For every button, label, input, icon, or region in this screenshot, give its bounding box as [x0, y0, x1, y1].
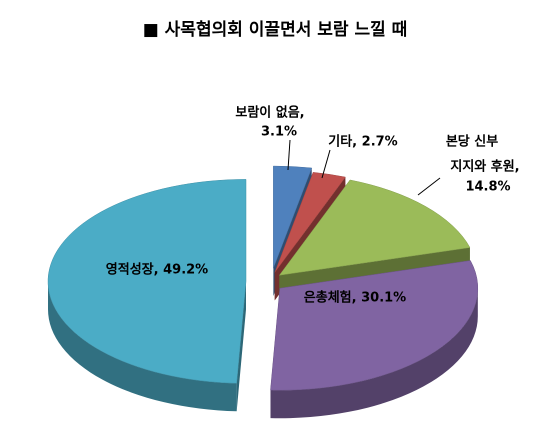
leader-line — [417, 177, 441, 196]
slice — [47, 179, 247, 384]
slice — [274, 172, 346, 273]
chart-title: ■ 사목협의회 이끌면서 보람 느낄 때 — [143, 19, 408, 40]
data-label: 14.8% — [465, 180, 510, 195]
data-label: 본당 신부 — [446, 134, 498, 150]
leader-line — [321, 149, 331, 179]
slice — [278, 179, 471, 276]
data-label: 기타, 2.7% — [328, 134, 397, 150]
slice — [270, 260, 479, 391]
data-label: 영적성장, 49.2% — [106, 262, 208, 278]
data-label: 은총체험, 30.1% — [304, 290, 406, 306]
leader-line — [287, 139, 291, 171]
slice-side — [236, 281, 247, 412]
slice-wall — [270, 288, 478, 419]
data-label: 3.1% — [261, 125, 297, 140]
data-label: 지지와 후원, — [450, 159, 519, 175]
slice — [273, 165, 313, 269]
data-label: 보람이 없음, — [235, 105, 304, 121]
slice-wall — [48, 281, 237, 412]
